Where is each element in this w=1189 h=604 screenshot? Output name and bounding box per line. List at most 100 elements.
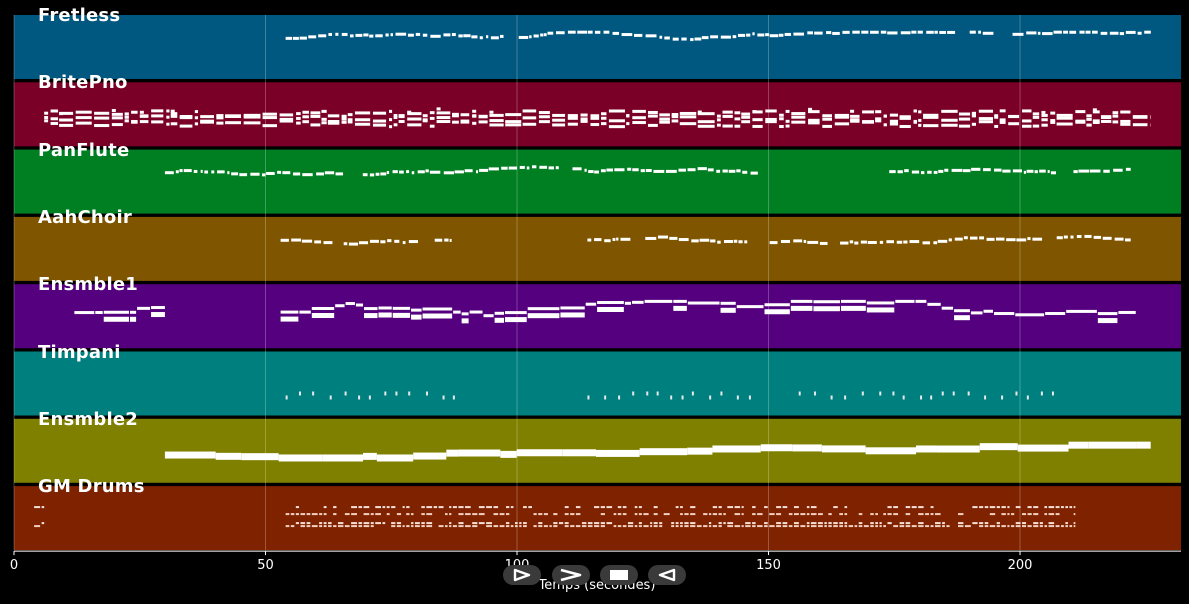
note-mark [920,395,923,400]
note-mark [436,120,451,124]
note-mark [1097,318,1118,324]
note-mark [1088,441,1137,449]
note-mark [594,170,599,174]
note-mark [1078,169,1090,173]
note-mark [916,445,937,453]
note-mark [151,109,164,113]
fast-forward-icon [560,568,582,582]
note-mark [656,391,659,396]
note-mark [722,169,728,173]
note-mark [319,513,323,516]
note-mark [643,525,649,528]
note-mark [351,525,358,528]
note-mark [614,168,625,172]
note-mark [382,522,386,525]
note-mark [421,506,425,509]
note-mark [370,525,374,528]
note-mark [183,169,192,173]
stop-button[interactable] [600,565,638,585]
track-label: AahChoir [38,206,132,228]
note-mark [486,522,493,525]
note-mark [969,236,978,240]
note-mark [510,525,514,528]
note-mark [324,171,335,175]
note-mark [703,513,708,516]
note-mark [533,525,537,528]
note-mark [793,525,799,528]
note-mark [95,311,103,315]
note-mark [454,170,464,174]
note-mark [824,522,827,525]
note-mark [417,170,425,174]
note-mark [575,506,581,509]
note-mark [1022,119,1032,123]
note-mark [634,506,638,509]
note-mark [830,395,833,400]
note-mark [994,168,1002,172]
note-mark [567,114,578,118]
note-mark [464,169,473,173]
note-mark [472,109,477,113]
note-mark [678,168,686,172]
note-mark [687,301,720,305]
note-mark [659,113,670,117]
note-mark [978,109,994,113]
note-mark [1119,32,1125,36]
note-mark [231,172,239,176]
note-mark [930,506,934,509]
note-mark [1001,395,1004,400]
note-mark [44,111,49,115]
note-mark [505,525,510,528]
note-mark [886,240,894,244]
note-mark [1051,391,1054,396]
note-mark [449,525,452,528]
note-mark [179,124,193,128]
note-mark [822,117,833,121]
note-mark [600,513,605,516]
note-mark [344,513,350,516]
note-mark [672,37,679,41]
note-mark [808,107,813,111]
note-mark [341,117,347,121]
note-mark [832,31,840,35]
note-mark [597,307,624,313]
note-mark [552,123,566,127]
note-mark [323,513,327,516]
note-mark [942,522,945,525]
note-mark [1066,309,1097,313]
note-mark [1026,395,1029,400]
fast-forward-button[interactable] [552,565,590,585]
play-forward-button[interactable] [503,565,541,585]
note-mark [844,522,848,525]
note-mark [478,120,488,124]
note-mark [679,122,697,126]
note-mark [839,513,844,516]
note-mark [613,513,617,516]
note-mark [958,513,964,516]
note-mark [738,240,743,244]
note-mark [1039,525,1043,528]
note-mark [624,301,632,305]
note-mark [757,513,763,516]
play-backward-button[interactable] [648,565,686,585]
note-mark [810,525,817,528]
note-mark [899,525,905,528]
note-mark [434,238,443,242]
note-mark [327,120,340,124]
note-mark [983,309,994,313]
note-mark [407,123,422,127]
note-mark [918,522,924,525]
note-mark [722,114,733,118]
note-mark [764,525,768,528]
note-mark [679,111,697,115]
note-mark [1112,111,1119,115]
note-mark [899,125,911,129]
note-mark [510,506,514,509]
note-mark [75,110,92,114]
note-mark [443,33,451,37]
note-mark [225,121,242,125]
note-mark [302,110,309,114]
note-mark [760,444,793,452]
x-tick-label: 50 [257,558,274,573]
note-mark [813,306,840,312]
